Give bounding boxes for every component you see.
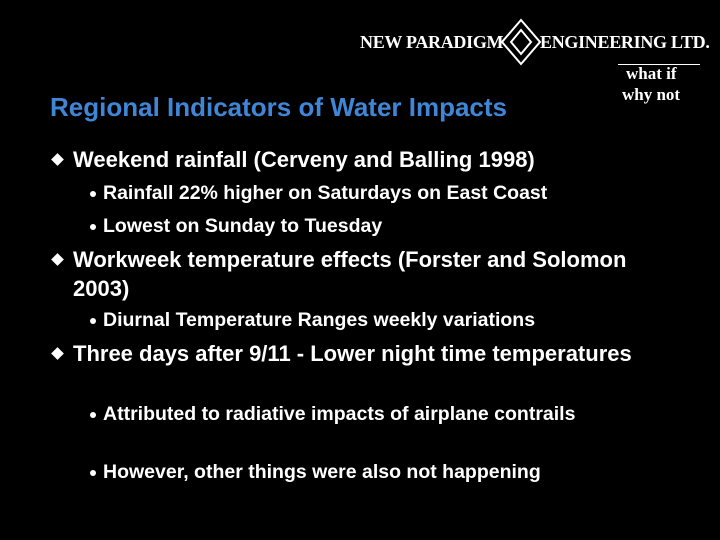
sub-bullet-marker <box>90 470 96 476</box>
divider <box>618 64 700 65</box>
bullet-marker <box>51 153 64 166</box>
bullet-text: Three days after 9/11 - Lower night time… <box>73 341 632 366</box>
sub-bullet-text: Diurnal Temperature Ranges weekly variat… <box>103 309 536 331</box>
sub-bullet-text: Attributed to radiative impacts of airpl… <box>103 403 576 425</box>
logo-mark <box>500 18 542 66</box>
bullet-marker <box>51 253 64 266</box>
sub-bullet-text: Lowest on Sunday to Tuesday <box>103 215 383 237</box>
tagline: why not <box>622 85 681 104</box>
tagline: what if <box>626 64 677 83</box>
sub-bullet-marker <box>90 412 96 418</box>
sub-bullet-text: However, other things were also not happ… <box>103 461 541 483</box>
bullet-text: Weekend rainfall (Cerveny and Balling 19… <box>73 147 535 172</box>
bullet-text: Workweek temperature effects (Forster an… <box>73 247 627 301</box>
sub-bullet-text: Rainfall 22% higher on Saturdays on East… <box>103 182 548 204</box>
slide-title: Regional Indicators of Water Impacts <box>50 92 508 122</box>
company-name: NEW PARADIGM <box>360 32 504 52</box>
sub-bullet-marker <box>90 191 96 197</box>
bullet-marker <box>51 347 64 360</box>
sub-bullet-marker <box>90 318 96 324</box>
sub-bullet-marker <box>90 224 96 230</box>
company-name: ENGINEERING LTD. <box>540 32 710 52</box>
